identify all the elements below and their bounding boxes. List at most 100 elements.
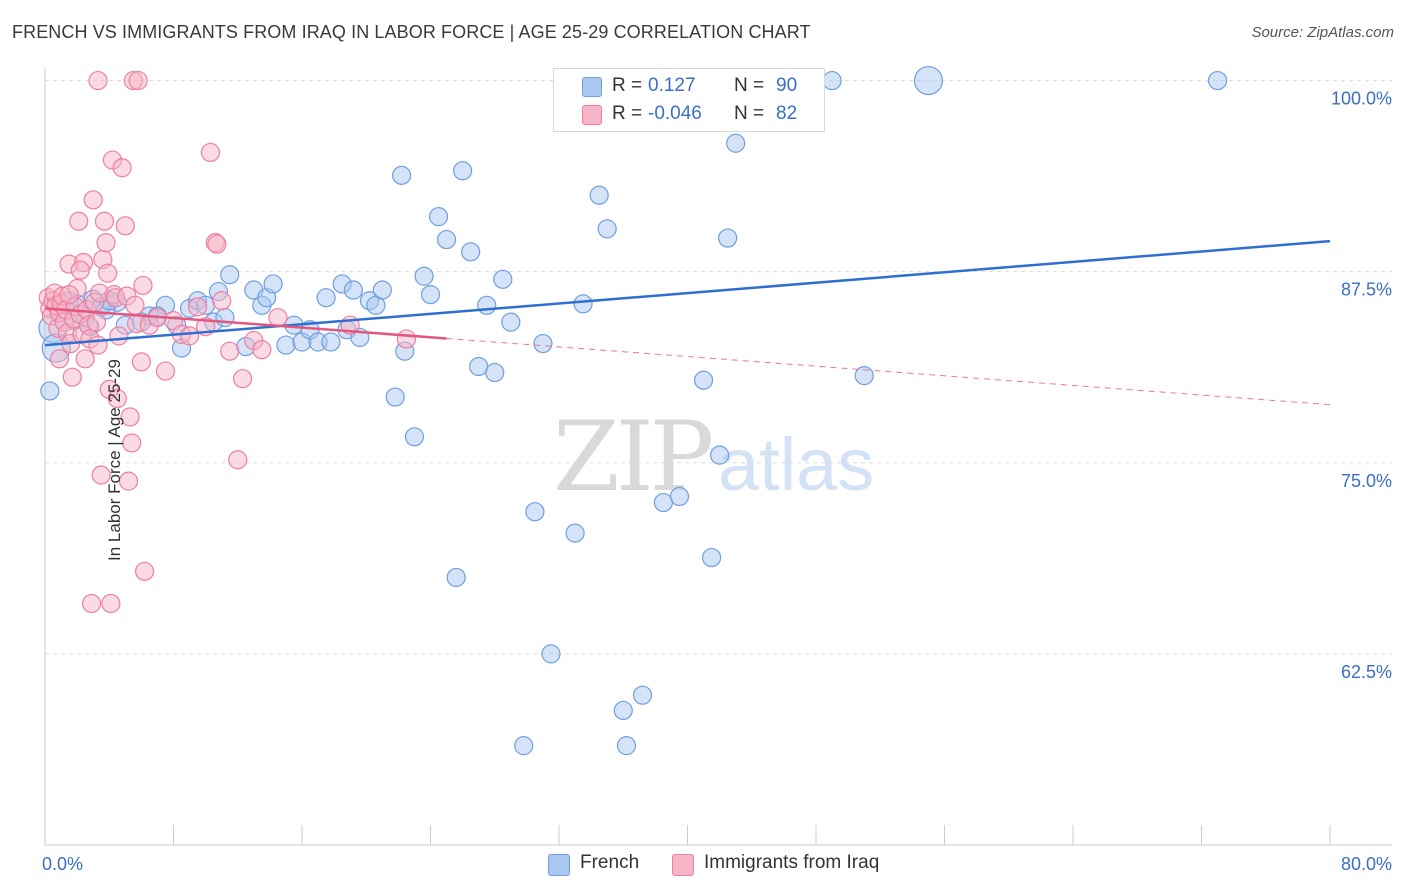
point-french <box>372 280 392 300</box>
stats-n-label: N = <box>734 103 765 124</box>
point-iraq <box>155 361 176 381</box>
stats-box: R = 0.127 N = 90 R = -0.046 N = 82 <box>553 68 825 132</box>
point-iraq <box>101 593 121 614</box>
point-iraq <box>98 263 118 283</box>
legend-label-french: French <box>580 852 640 873</box>
point-french <box>726 133 746 153</box>
point-iraq <box>118 471 139 491</box>
point-french <box>710 445 730 465</box>
point-french <box>477 295 497 315</box>
point-french <box>461 242 481 262</box>
point-iraq <box>131 352 151 372</box>
point-iraq <box>268 307 288 328</box>
point-french <box>565 523 585 543</box>
point-iraq <box>232 369 253 389</box>
point-french <box>215 307 235 328</box>
stats-n-value: 82 <box>776 103 798 124</box>
stats-r-value: -0.046 <box>648 103 702 124</box>
stats-r-label: R = <box>612 75 643 96</box>
grid-lines <box>45 80 1392 655</box>
point-french <box>276 335 296 355</box>
point-iraq <box>187 297 208 317</box>
point-iraq <box>207 234 227 254</box>
point-french <box>404 427 425 447</box>
point-french <box>220 265 240 285</box>
stats-row-french: R = 0.127 N = 90 <box>554 73 824 101</box>
point-french <box>514 736 534 756</box>
point-french <box>385 387 405 407</box>
point-french <box>420 285 441 305</box>
point-iraq <box>86 312 107 332</box>
point-iraq <box>96 233 116 253</box>
point-french <box>343 280 363 300</box>
point-french <box>493 269 513 289</box>
trend-line-iraq-dashed <box>446 337 1331 406</box>
point-french <box>40 381 60 401</box>
point-iraq <box>122 433 142 453</box>
point-french <box>693 370 714 390</box>
y-tick-labels: 100.0% 87.5% 75.0% 62.5% <box>1331 89 1392 682</box>
point-iraq <box>69 211 89 231</box>
point-french <box>316 288 336 308</box>
point-french <box>669 486 690 507</box>
point-iraq <box>75 349 95 369</box>
point-french <box>525 502 545 522</box>
point-french <box>453 161 473 181</box>
point-french <box>414 266 434 286</box>
point-iraq <box>134 561 155 581</box>
point-iraq <box>94 211 115 231</box>
series-iraq-points <box>38 70 417 614</box>
point-iraq <box>91 465 111 485</box>
point-iraq <box>70 260 90 280</box>
point-french <box>321 332 341 352</box>
point-french <box>653 492 674 513</box>
point-french <box>854 366 874 386</box>
stats-n-label: N = <box>734 75 765 96</box>
point-french <box>485 362 505 383</box>
point-iraq <box>120 407 140 427</box>
point-iraq <box>62 367 82 387</box>
point-french <box>701 547 722 568</box>
stats-swatch-iraq <box>582 105 602 125</box>
trend-lines <box>44 239 1331 406</box>
chart-title: FRENCH VS IMMIGRANTS FROM IRAQ IN LABOR … <box>12 22 811 42</box>
stats-n-value: 90 <box>776 75 798 96</box>
point-french <box>446 567 466 588</box>
y-tick-label: 62.5% <box>1341 662 1392 682</box>
point-iraq <box>112 158 132 178</box>
point-french <box>589 185 609 205</box>
point-iraq <box>212 291 232 311</box>
point-french <box>1207 70 1228 91</box>
point-iraq <box>220 341 240 361</box>
axes <box>44 68 1392 846</box>
legend-swatch-iraq <box>672 854 694 876</box>
point-french <box>616 736 637 756</box>
point-iraq <box>128 70 148 91</box>
point-iraq <box>59 285 79 305</box>
stats-row-iraq: R = -0.046 N = 82 <box>554 101 824 129</box>
point-french <box>263 274 283 294</box>
point-iraq <box>88 70 108 91</box>
point-french <box>428 207 449 227</box>
point-iraq <box>107 388 127 409</box>
y-tick-label: 100.0% <box>1331 89 1392 109</box>
point-french <box>613 700 633 721</box>
point-iraq <box>115 216 135 236</box>
point-french <box>573 294 593 314</box>
stats-r-label: R = <box>612 103 643 124</box>
y-tick-label: 87.5% <box>1341 280 1392 300</box>
point-iraq <box>179 326 200 346</box>
point-iraq <box>49 349 70 369</box>
x-tick-label-min: 0.0% <box>42 854 83 874</box>
point-iraq <box>81 593 102 614</box>
chart-source: Source: ZipAtlas.com <box>1251 24 1394 41</box>
point-iraq <box>228 450 248 470</box>
point-iraq <box>200 142 221 163</box>
point-iraq <box>125 295 145 315</box>
point-french <box>718 228 738 248</box>
point-iraq <box>396 329 417 349</box>
point-french <box>469 356 489 377</box>
point-french <box>822 70 842 91</box>
x-tick-labels: 0.0% 80.0% <box>42 854 1392 874</box>
